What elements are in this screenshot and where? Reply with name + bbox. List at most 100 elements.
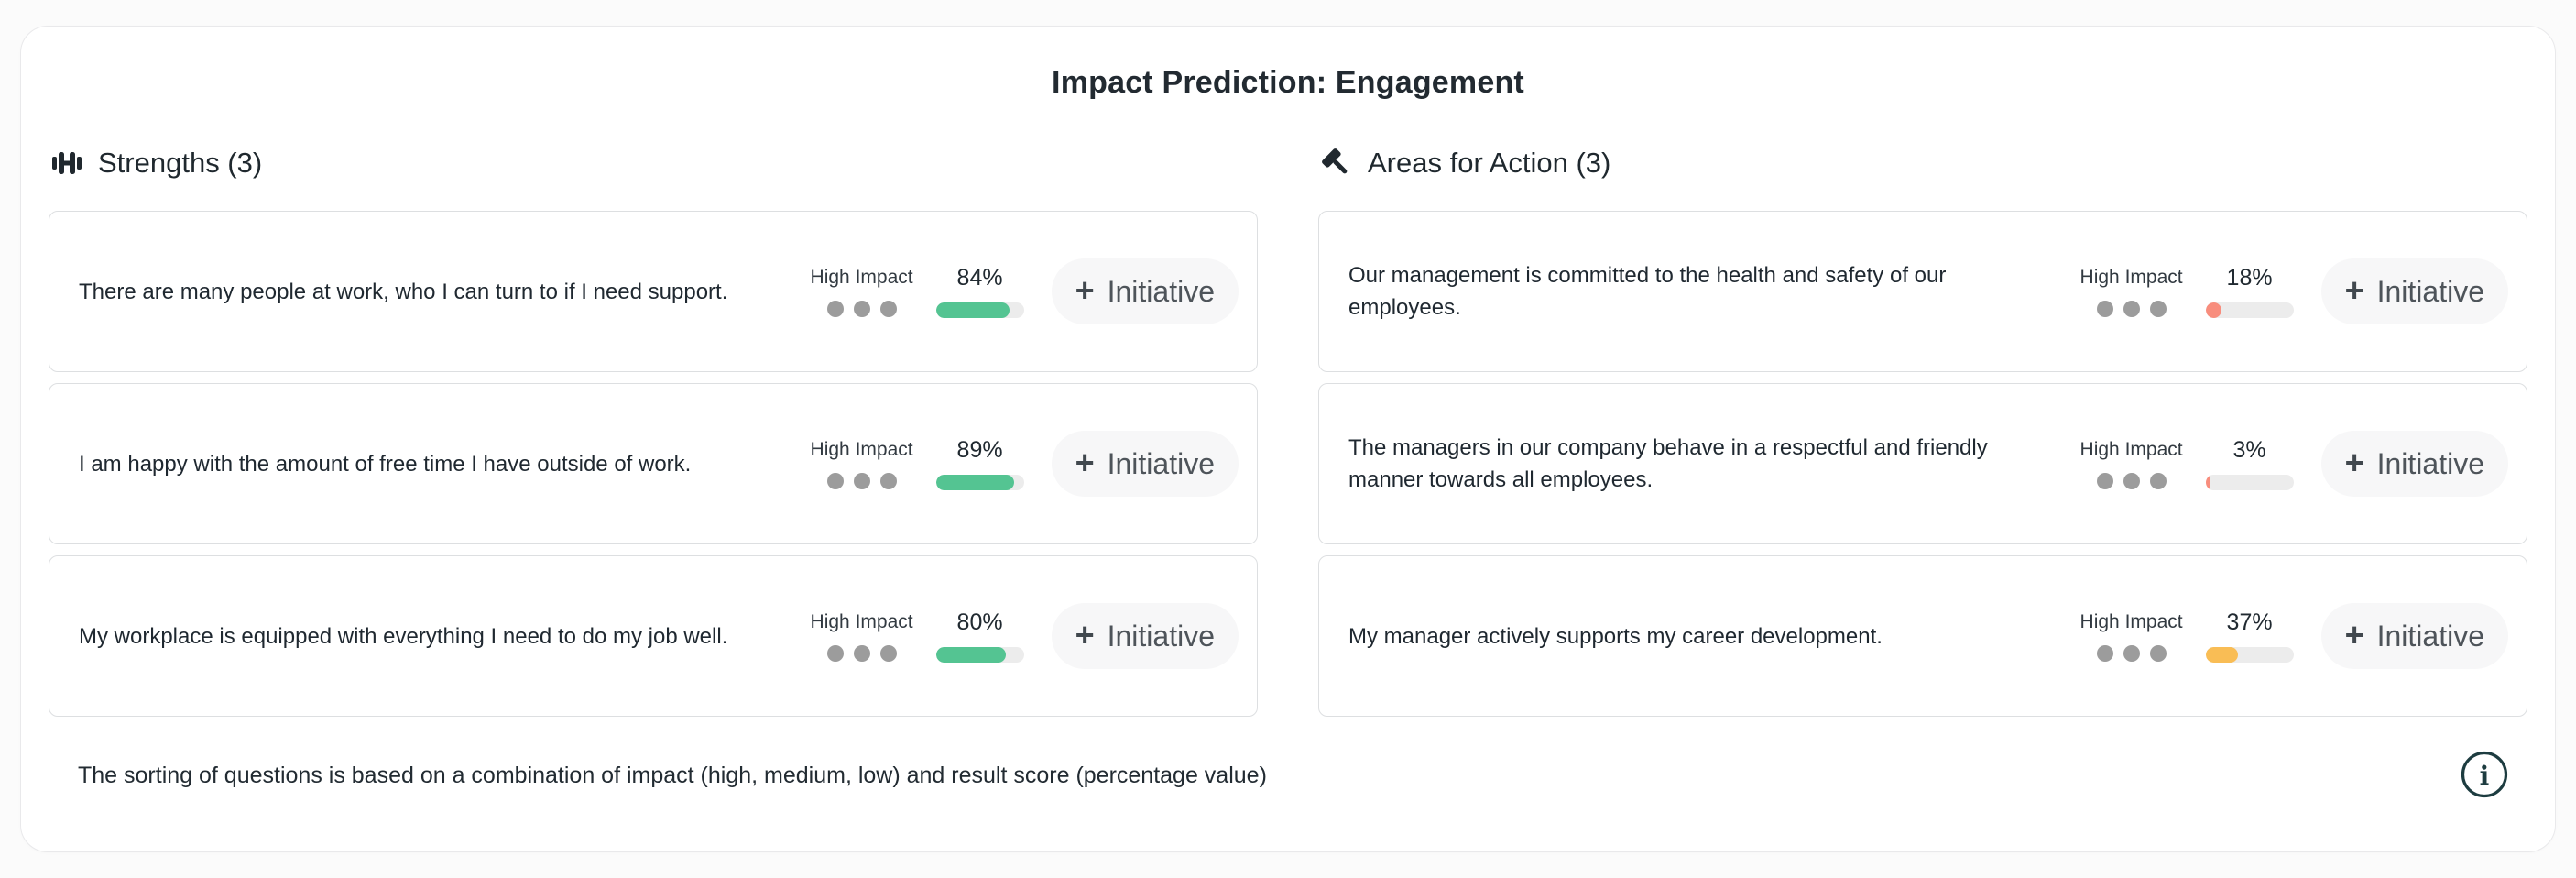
impact-block: High Impact bbox=[2072, 439, 2191, 489]
impact-block: High Impact bbox=[2072, 611, 2191, 662]
impact-dots bbox=[802, 644, 922, 662]
dumbbell-icon bbox=[50, 147, 83, 180]
areas-for-action-card-list: Our management is committed to the healt… bbox=[1318, 211, 2527, 717]
strengths-card-list: There are many people at work, who I can… bbox=[49, 211, 1258, 717]
impact-dot bbox=[2149, 472, 2167, 489]
add-initiative-button[interactable]: + Initiative bbox=[2320, 603, 2508, 669]
score-bar-fill bbox=[935, 302, 1010, 318]
impact-dots bbox=[2072, 472, 2191, 489]
impact-dot bbox=[853, 472, 870, 489]
impact-dots bbox=[802, 300, 922, 317]
score-block: 37% bbox=[2197, 609, 2303, 663]
sorting-note: The sorting of questions is based on a c… bbox=[78, 763, 1267, 788]
initiative-button-label: Initiative bbox=[2376, 446, 2484, 480]
impact-dot bbox=[2149, 300, 2167, 317]
score-bar-track bbox=[2205, 475, 2294, 490]
impact-dots bbox=[802, 472, 922, 489]
action-card-3: My manager actively supports my career d… bbox=[1318, 555, 2527, 717]
score-bar-track bbox=[2205, 302, 2294, 318]
hammer-icon bbox=[1320, 147, 1353, 180]
strength-card-2: I am happy with the amount of free time … bbox=[49, 383, 1258, 544]
impact-block: High Impact bbox=[802, 267, 922, 317]
initiative-button-label: Initiative bbox=[2376, 274, 2484, 308]
impact-dot bbox=[879, 644, 897, 662]
question-text: There are many people at work, who I can… bbox=[79, 279, 728, 304]
impact-block: High Impact bbox=[802, 439, 922, 489]
add-initiative-button[interactable]: + Initiative bbox=[1051, 603, 1239, 669]
impact-dot bbox=[879, 300, 897, 317]
impact-dots bbox=[2072, 644, 2191, 662]
score-block: 18% bbox=[2197, 265, 2303, 318]
score-block: 89% bbox=[927, 437, 1033, 490]
columns-container: Strengths (3) There are many people at w… bbox=[49, 145, 2527, 717]
strengths-header: Strengths (3) bbox=[50, 145, 1258, 181]
initiative-button-label: Initiative bbox=[1107, 446, 1215, 480]
impact-label: High Impact bbox=[2079, 266, 2183, 288]
score-bar-track bbox=[2205, 647, 2294, 663]
impact-dot bbox=[826, 644, 844, 662]
score-block: 80% bbox=[927, 609, 1033, 663]
score-bar-fill bbox=[935, 475, 1015, 490]
impact-dot bbox=[2096, 644, 2113, 662]
plus-icon: + bbox=[2344, 615, 2364, 653]
page-title: Impact Prediction: Engagement bbox=[1052, 65, 1524, 100]
score-bar-fill bbox=[2205, 302, 2221, 318]
areas-for-action-column: Areas for Action (3) Our management is c… bbox=[1318, 145, 2527, 717]
impact-dot bbox=[2123, 644, 2140, 662]
initiative-button-label: Initiative bbox=[1107, 274, 1215, 308]
impact-dot bbox=[2149, 644, 2167, 662]
areas-for-action-header-label: Areas for Action (3) bbox=[1368, 147, 1611, 179]
impact-dot bbox=[2096, 300, 2113, 317]
impact-dot bbox=[2123, 300, 2140, 317]
card-stats: High Impact 89% + bbox=[802, 431, 1239, 497]
initiative-button-label: Initiative bbox=[1107, 619, 1215, 653]
plus-icon: + bbox=[2344, 270, 2364, 309]
strength-card-1: There are many people at work, who I can… bbox=[49, 211, 1258, 372]
score-block: 3% bbox=[2197, 437, 2303, 490]
impact-prediction-panel: Impact Prediction: Engagement bbox=[20, 26, 2556, 852]
footer: The sorting of questions is based on a c… bbox=[49, 750, 2527, 802]
add-initiative-button[interactable]: + Initiative bbox=[1051, 258, 1239, 324]
question-text: My workplace is equipped with everything… bbox=[79, 623, 728, 649]
impact-dot bbox=[826, 472, 844, 489]
add-initiative-button[interactable]: + Initiative bbox=[2320, 258, 2508, 324]
impact-label: High Impact bbox=[810, 438, 913, 460]
plus-icon: + bbox=[1075, 270, 1095, 309]
question-text: My manager actively supports my career d… bbox=[1348, 623, 1883, 649]
add-initiative-button[interactable]: + Initiative bbox=[1051, 431, 1239, 497]
score-bar-track bbox=[935, 647, 1024, 663]
impact-block: High Impact bbox=[2072, 267, 2191, 317]
score-value: 37% bbox=[2226, 609, 2273, 635]
score-value: 18% bbox=[2226, 265, 2273, 291]
plus-icon: + bbox=[1075, 615, 1095, 653]
add-initiative-button[interactable]: + Initiative bbox=[2320, 431, 2508, 497]
score-block: 84% bbox=[927, 265, 1033, 318]
score-value: 3% bbox=[2232, 437, 2266, 463]
impact-label: High Impact bbox=[810, 610, 913, 632]
impact-dot bbox=[853, 300, 870, 317]
impact-dots bbox=[2072, 300, 2191, 317]
score-bar-track bbox=[935, 302, 1024, 318]
score-bar-fill bbox=[935, 647, 1007, 663]
strengths-header-label: Strengths (3) bbox=[98, 147, 263, 179]
strength-card-3: My workplace is equipped with everything… bbox=[49, 555, 1258, 717]
score-bar-track bbox=[935, 475, 1024, 490]
impact-label: High Impact bbox=[810, 266, 913, 288]
plus-icon: + bbox=[2344, 443, 2364, 481]
card-stats: High Impact 84% + bbox=[802, 258, 1239, 324]
initiative-button-label: Initiative bbox=[2376, 619, 2484, 653]
score-value: 80% bbox=[956, 609, 1003, 635]
svg-text:i: i bbox=[2480, 761, 2490, 791]
action-card-2: The managers in our company behave in a … bbox=[1318, 383, 2527, 544]
question-text: The managers in our company behave in a … bbox=[1348, 435, 1988, 492]
impact-dot bbox=[2096, 472, 2113, 489]
score-value: 84% bbox=[956, 265, 1003, 291]
card-stats: High Impact 37% + bbox=[2072, 603, 2508, 669]
plus-icon: + bbox=[1075, 443, 1095, 481]
impact-dot bbox=[879, 472, 897, 489]
info-icon[interactable]: i bbox=[2460, 750, 2509, 802]
card-stats: High Impact 3% + bbox=[2072, 431, 2508, 497]
score-value: 89% bbox=[956, 437, 1003, 463]
score-bar-fill bbox=[2205, 475, 2210, 490]
question-text: Our management is committed to the healt… bbox=[1348, 263, 1947, 320]
